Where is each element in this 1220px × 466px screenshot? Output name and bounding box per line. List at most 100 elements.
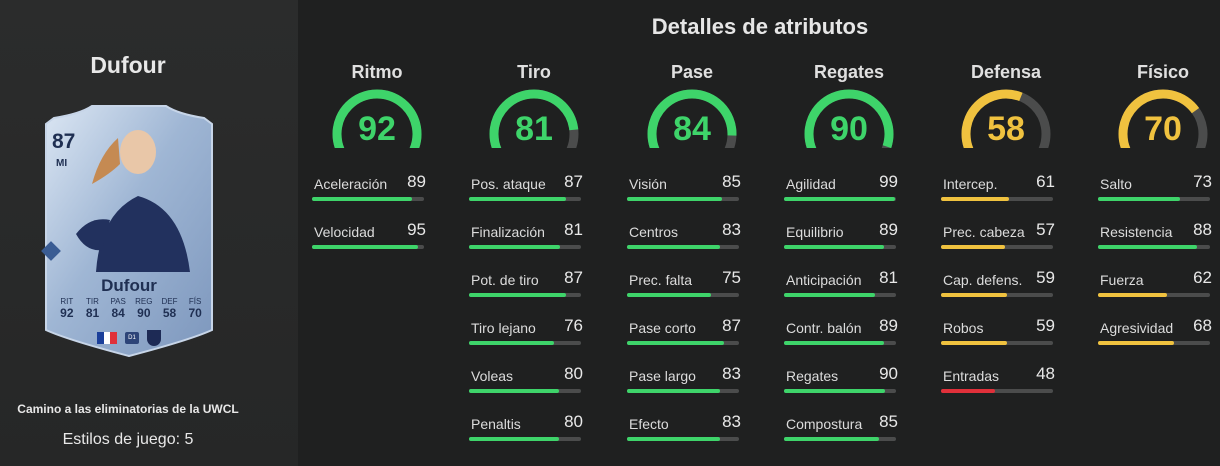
stat-bar <box>469 245 581 249</box>
stat-row[interactable]: Compostura 85 <box>784 410 898 458</box>
stat-bar <box>941 293 1053 297</box>
card-stat-value: 90 <box>137 306 151 320</box>
stat-bar-fill <box>1098 245 1197 249</box>
stat-label: Pos. ataque <box>471 176 546 192</box>
stat-value: 48 <box>1036 364 1055 383</box>
stat-value: 76 <box>564 316 583 335</box>
stat-label: Efecto <box>629 416 669 432</box>
stat-bar <box>784 293 896 297</box>
stat-value: 87 <box>722 316 741 335</box>
stat-row[interactable]: Pase largo 83 <box>627 362 741 410</box>
stat-bar <box>1098 293 1210 297</box>
card-stat-label: TIR <box>86 297 99 306</box>
stat-row[interactable]: Robos 59 <box>941 314 1055 362</box>
stat-bar-fill <box>627 245 720 249</box>
stat-bar <box>469 437 581 441</box>
stat-row[interactable]: Tiro lejano 76 <box>469 314 583 362</box>
stat-bar <box>627 389 739 393</box>
stat-row[interactable]: Pase corto 87 <box>627 314 741 362</box>
stat-row[interactable]: Intercep. 61 <box>941 170 1055 218</box>
stat-row[interactable]: Penaltis 80 <box>469 410 583 458</box>
stat-row[interactable]: Visión 85 <box>627 170 741 218</box>
stat-value: 80 <box>564 364 583 383</box>
stat-label: Prec. falta <box>629 272 693 288</box>
stat-row[interactable]: Equilibrio 89 <box>784 218 898 266</box>
stat-label: Prec. cabeza <box>943 224 1025 240</box>
stat-bar <box>627 341 739 345</box>
stat-bar-fill <box>469 245 560 249</box>
stat-row[interactable]: Resistencia 88 <box>1098 218 1212 266</box>
stat-bar <box>784 245 896 249</box>
category-value: 70 <box>1144 110 1182 148</box>
gauge-arc-icon <box>1118 89 1208 148</box>
stat-value: 59 <box>1036 268 1055 287</box>
stat-row[interactable]: Anticipación 81 <box>784 266 898 314</box>
stat-bar-fill <box>469 389 559 393</box>
stat-value: 95 <box>407 220 426 239</box>
stat-bar <box>1098 197 1210 201</box>
stat-row[interactable]: Agresividad 68 <box>1098 314 1212 362</box>
gauge-arc-icon <box>647 89 737 148</box>
card-stat-value: 92 <box>60 306 74 320</box>
stat-row[interactable]: Velocidad 95 <box>312 218 426 266</box>
category-gauge: 90 <box>784 88 914 160</box>
stat-label: Finalización <box>471 224 545 240</box>
stat-row[interactable]: Contr. balón 89 <box>784 314 898 362</box>
player-card[interactable]: 87 MI Dufour RIT TIR PAS REG DEF FÍS 92 … <box>40 104 218 358</box>
player-panel: Dufour 87 MI Dufour RIT TIR PAS <box>0 0 298 466</box>
stat-row[interactable]: Regates 90 <box>784 362 898 410</box>
stat-bar <box>784 197 896 201</box>
stat-bar-fill <box>1098 341 1175 345</box>
stat-row[interactable]: Centros 83 <box>627 218 741 266</box>
stat-label: Agresividad <box>1100 320 1174 336</box>
stat-bar <box>627 293 739 297</box>
stat-bar-fill <box>469 341 555 345</box>
category-gauge: 84 <box>627 88 757 160</box>
stat-row[interactable]: Pot. de tiro 87 <box>469 266 583 314</box>
stat-bar <box>627 245 739 249</box>
stat-bar-fill <box>784 245 884 249</box>
stat-row[interactable]: Voleas 80 <box>469 362 583 410</box>
stat-value: 61 <box>1036 172 1055 191</box>
stat-value: 99 <box>879 172 898 191</box>
stat-list: Salto 73 Resistencia 88 Fuerza 62 Agresividad 6… <box>1098 170 1220 362</box>
playstyles-count[interactable]: Estilos de juego: 5 <box>62 431 194 448</box>
stat-value: 68 <box>1193 316 1212 335</box>
gauge-fill <box>647 89 737 148</box>
stat-bar-fill <box>1098 197 1180 201</box>
stat-bar-fill <box>784 389 885 393</box>
stat-label: Salto <box>1100 176 1132 192</box>
gauge-arc-icon <box>961 89 1051 148</box>
stat-value: 89 <box>879 220 898 239</box>
category-value: 92 <box>358 110 396 148</box>
stat-label: Fuerza <box>1100 272 1144 288</box>
stat-bar <box>941 197 1053 201</box>
stat-bar <box>312 197 424 201</box>
stat-row[interactable]: Pos. ataque 87 <box>469 170 583 218</box>
stat-value: 57 <box>1036 220 1055 239</box>
stat-bar-fill <box>941 341 1008 345</box>
stat-bar <box>784 389 896 393</box>
stat-row[interactable]: Cap. defens. 59 <box>941 266 1055 314</box>
stat-bar-fill <box>627 197 723 201</box>
stat-bar-fill <box>941 389 995 393</box>
stat-row[interactable]: Prec. falta 75 <box>627 266 741 314</box>
stat-label: Tiro lejano <box>471 320 536 336</box>
gauge-arc-icon <box>804 89 894 148</box>
category-3: Regates 90 Agilidad 99 Equilibrio 89 Anticipac… <box>784 62 914 458</box>
stat-value: 85 <box>722 172 741 191</box>
card-stat-label: RIT <box>60 297 74 306</box>
stat-row[interactable]: Entradas 48 <box>941 362 1055 410</box>
card-position: MI <box>56 158 68 169</box>
stat-bar-fill <box>469 437 559 441</box>
stat-row[interactable]: Agilidad 99 <box>784 170 898 218</box>
stat-row[interactable]: Fuerza 62 <box>1098 266 1212 314</box>
category-0: Ritmo 92 Aceleración 89 Velocidad 95 <box>312 62 442 266</box>
stat-row[interactable]: Finalización 81 <box>469 218 583 266</box>
card-stats: RIT TIR PAS REG DEF FÍS 92 81 84 90 58 7… <box>54 297 208 320</box>
stat-row[interactable]: Prec. cabeza 57 <box>941 218 1055 266</box>
stat-row[interactable]: Salto 73 <box>1098 170 1212 218</box>
stat-bar <box>1098 245 1210 249</box>
stat-row[interactable]: Aceleración 89 <box>312 170 426 218</box>
stat-row[interactable]: Efecto 83 <box>627 410 741 458</box>
